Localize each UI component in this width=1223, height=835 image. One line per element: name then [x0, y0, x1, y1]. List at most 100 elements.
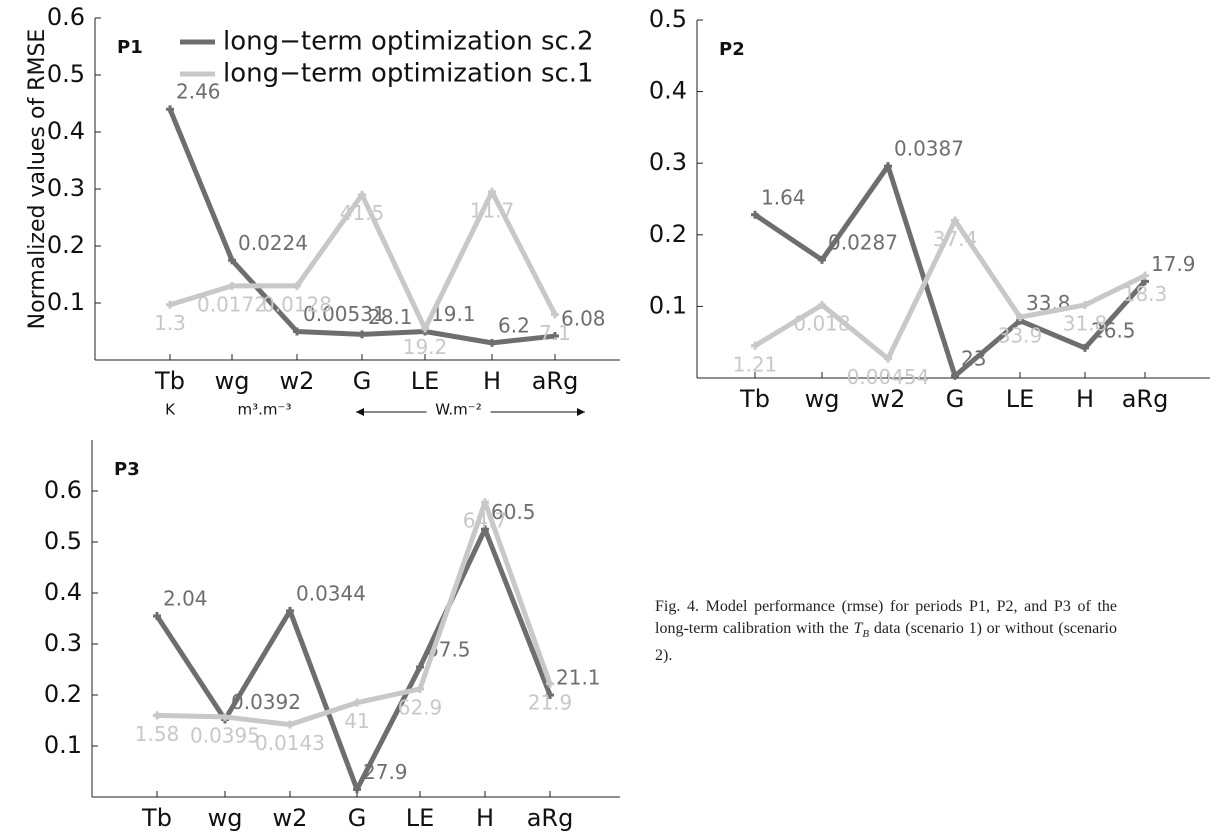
rmse-label: 31.8	[1063, 311, 1108, 335]
rmse-label: 21.9	[528, 690, 573, 714]
marker	[488, 338, 496, 347]
marker	[1081, 300, 1089, 309]
x-tick-label: H	[476, 804, 494, 832]
x-tick-label: H	[1076, 385, 1094, 413]
rmse-label: 0.0143	[255, 731, 325, 755]
x-tick-label: Tb	[141, 804, 172, 832]
marker	[228, 281, 236, 290]
x-unit: m³.m⁻³	[238, 401, 292, 419]
marker	[353, 698, 361, 707]
x-tick-label: w2	[871, 385, 906, 413]
rmse-label: 0.0392	[231, 690, 301, 714]
marker	[551, 332, 559, 341]
marker	[546, 679, 554, 688]
rmse-label: 18.3	[1123, 282, 1168, 306]
x-tick-label: aRg	[532, 367, 579, 395]
marker	[1081, 343, 1089, 352]
marker	[884, 354, 892, 363]
marker	[751, 341, 759, 350]
arrow-head	[356, 408, 364, 416]
marker	[551, 310, 559, 319]
legend-label: long−term optimization sc.1	[223, 59, 594, 89]
rmse-label: 60.5	[491, 500, 536, 524]
marker	[153, 711, 161, 720]
rmse-label: 41	[344, 709, 369, 733]
y-tick-label: 0.6	[44, 476, 82, 504]
y-tick-label: 0.2	[44, 680, 82, 708]
rmse-label: 19.2	[403, 335, 448, 359]
rmse-label: 0.00454	[847, 365, 930, 389]
rmse-label: 0.00531	[303, 302, 386, 326]
x-tick-label: Tb	[739, 385, 770, 413]
caption-text: Fig. 4. Model performance (rmse) for per…	[655, 598, 1117, 637]
panel-label: P1	[117, 37, 143, 58]
marker	[884, 162, 892, 171]
panel-label: P3	[114, 459, 140, 480]
y-tick-label: 0.4	[649, 77, 687, 105]
marker	[221, 712, 229, 721]
marker	[286, 606, 294, 615]
y-tick-label: 0.5	[649, 5, 687, 33]
legend-label: long−term optimization sc.2	[223, 27, 594, 57]
marker	[353, 785, 361, 794]
rmse-label: 1.21	[733, 352, 778, 376]
rmse-label: 6.2	[498, 313, 530, 337]
rmse-label: 37.4	[933, 227, 978, 251]
rmse-label: 62.9	[398, 695, 443, 719]
y-tick-label: 0.2	[47, 231, 85, 259]
y-axis-label: Normalized values of RMSE	[25, 29, 50, 330]
x-tick-label: LE	[1006, 385, 1035, 413]
caption: Fig. 4. Model performance (rmse) for per…	[655, 596, 1117, 667]
y-tick-label: 0.5	[47, 60, 85, 88]
marker	[166, 105, 174, 114]
marker	[1141, 271, 1149, 280]
y-tick-label: 0.1	[47, 288, 85, 316]
arrow-head	[577, 408, 585, 416]
rmse-label: 11.7	[470, 198, 515, 222]
rmse-label: 27.9	[363, 760, 408, 784]
y-tick-label: 0.3	[649, 148, 687, 176]
rmse-label: 0.0395	[190, 723, 260, 747]
x-tick-label: G	[348, 804, 367, 832]
x-tick-label: LE	[411, 367, 440, 395]
rmse-label: 26.5	[1091, 318, 1136, 342]
rmse-label: 0.018	[793, 311, 850, 335]
rmse-label: 0.0387	[894, 137, 964, 161]
marker	[358, 330, 366, 339]
marker	[818, 300, 826, 309]
marker	[293, 327, 301, 336]
marker	[416, 684, 424, 693]
y-tick-label: 0.1	[649, 291, 687, 319]
marker	[1016, 313, 1024, 322]
rmse-label: 41.5	[340, 201, 385, 225]
caption-text: data (scenario 1) or without (scenario 2…	[655, 620, 1118, 665]
x-tick-label: w2	[280, 367, 315, 395]
panel-label: P2	[719, 39, 745, 60]
y-tick-label: 0.4	[44, 578, 82, 606]
marker	[293, 281, 301, 290]
y-tick-label: 0.3	[44, 629, 82, 657]
marker	[951, 371, 959, 380]
x-tick-label: G	[353, 367, 372, 395]
x-tick-label: Tb	[154, 367, 185, 395]
x-tick-label: wg	[805, 385, 840, 413]
rmse-label: 0.0224	[238, 231, 308, 255]
rmse-label: 0.0128	[262, 292, 332, 316]
y-tick-label: 0.1	[44, 731, 82, 759]
rmse-label: 21.1	[556, 666, 601, 690]
x-tick-label: w2	[273, 804, 308, 832]
marker	[358, 190, 366, 199]
rmse-label: 33.9	[998, 324, 1043, 348]
x-tick-label: G	[946, 385, 965, 413]
marker	[481, 525, 489, 534]
rmse-label: 6.08	[561, 307, 606, 331]
marker	[818, 255, 826, 264]
rmse-label: 23	[961, 346, 986, 370]
y-tick-label: 0.5	[44, 527, 82, 555]
marker	[416, 662, 424, 671]
y-tick-label: 0.6	[47, 3, 85, 31]
series-line	[156, 499, 553, 728]
rmse-label: 0.0344	[296, 581, 366, 605]
x-unit: K	[165, 401, 176, 419]
